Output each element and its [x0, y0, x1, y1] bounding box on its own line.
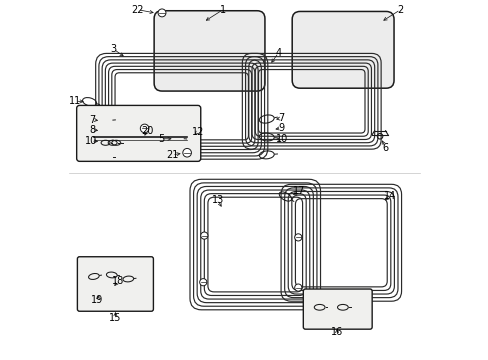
FancyBboxPatch shape: [77, 257, 153, 311]
Text: 20: 20: [141, 126, 153, 135]
Text: 14: 14: [383, 191, 395, 201]
Text: 17: 17: [292, 186, 305, 197]
Text: 9: 9: [278, 123, 284, 133]
Circle shape: [294, 234, 301, 241]
Text: 11: 11: [69, 96, 81, 106]
Text: 18: 18: [112, 276, 124, 286]
Text: 10: 10: [85, 136, 97, 146]
Text: 12: 12: [191, 127, 203, 136]
Circle shape: [201, 232, 207, 239]
FancyBboxPatch shape: [154, 11, 264, 91]
Text: 10: 10: [275, 134, 288, 144]
FancyBboxPatch shape: [77, 105, 201, 161]
Text: 6: 6: [382, 143, 387, 153]
Circle shape: [294, 284, 301, 291]
Text: 19: 19: [91, 295, 103, 305]
Circle shape: [140, 124, 149, 133]
Text: 22: 22: [131, 5, 143, 15]
Text: 1: 1: [220, 5, 225, 15]
Circle shape: [183, 148, 191, 157]
Text: 7: 7: [89, 115, 96, 125]
Text: 8: 8: [90, 125, 96, 135]
Text: 16: 16: [330, 327, 343, 337]
Circle shape: [199, 279, 206, 286]
FancyBboxPatch shape: [303, 289, 371, 329]
Text: 4: 4: [275, 48, 281, 58]
Text: 2: 2: [397, 5, 403, 15]
Text: 3: 3: [110, 44, 117, 54]
Circle shape: [158, 9, 165, 17]
Text: 15: 15: [109, 313, 122, 323]
Text: 5: 5: [158, 134, 164, 144]
FancyBboxPatch shape: [292, 12, 393, 88]
Text: 13: 13: [211, 195, 224, 205]
Text: 7: 7: [278, 113, 284, 123]
Text: 21: 21: [165, 150, 178, 160]
